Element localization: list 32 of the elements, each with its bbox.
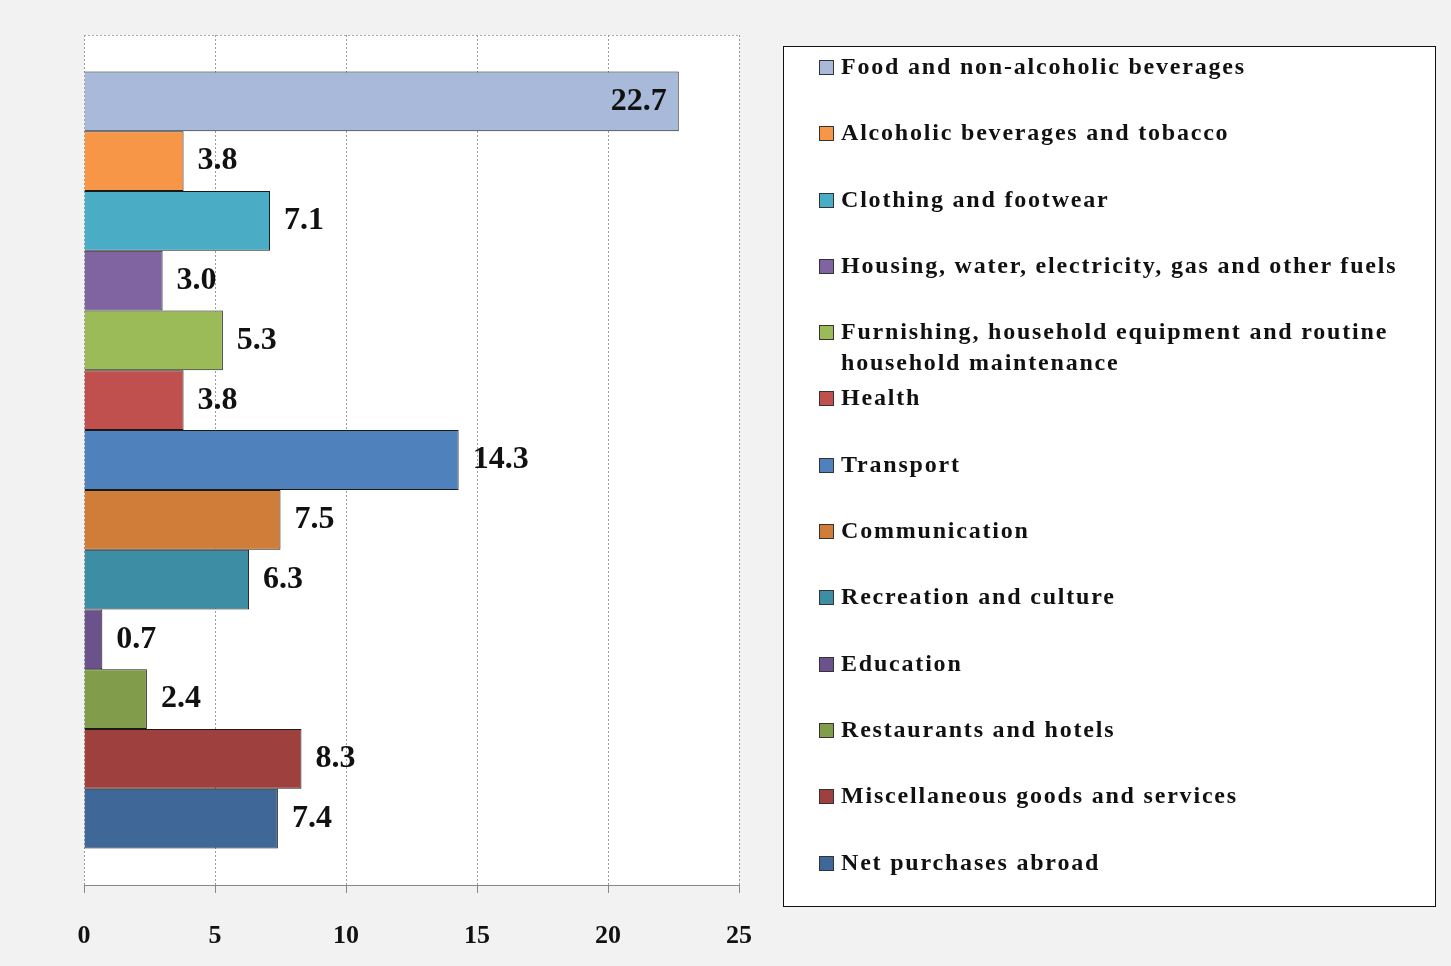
legend-label: Food and non-alcoholic beverages: [841, 52, 1246, 81]
legend-label: Health: [841, 383, 922, 413]
data-label: 2.4: [160, 678, 201, 715]
x-tick-label: 25: [726, 920, 752, 950]
data-label: 8.3: [315, 738, 356, 775]
legend-label: Clothing and footwear: [841, 184, 1110, 214]
x-tick-label: 0: [77, 920, 91, 950]
data-label: 0.7: [116, 618, 157, 655]
legend-label: Alcoholic beverages and tobacco: [841, 118, 1230, 148]
x-tick-label: 10: [333, 920, 359, 950]
data-label: 7.1: [284, 200, 325, 237]
x-tick-label: 15: [464, 920, 490, 950]
legend-label: Communication: [841, 516, 1030, 546]
legend-label: Restaurants and hotels: [841, 714, 1116, 744]
data-label: 22.7: [610, 80, 667, 117]
data-label: 14.3: [472, 439, 529, 476]
data-label: 3.8: [197, 379, 238, 416]
legend-label: Net purchases abroad: [841, 847, 1101, 877]
data-label: 3.8: [197, 140, 238, 177]
x-tick-label: 20: [595, 920, 621, 950]
legend-label: Furnishing, household equipment and routine household maintenance: [841, 317, 1390, 378]
legend-label: Transport: [841, 449, 961, 479]
data-label: 7.4: [291, 797, 332, 834]
legend-label: Housing, water, electricity, gas and other fuels: [841, 250, 1398, 280]
data-label: 6.3: [263, 558, 304, 595]
legend-label: Recreation and culture: [841, 582, 1116, 612]
x-tick-label: 5: [208, 920, 222, 950]
legend-label: Miscellaneous goods and services: [841, 781, 1238, 811]
data-label: 5.3: [236, 319, 277, 356]
data-label: 7.5: [294, 499, 335, 536]
data-label: 3.0: [176, 259, 217, 296]
legend-label: Education: [841, 648, 963, 678]
